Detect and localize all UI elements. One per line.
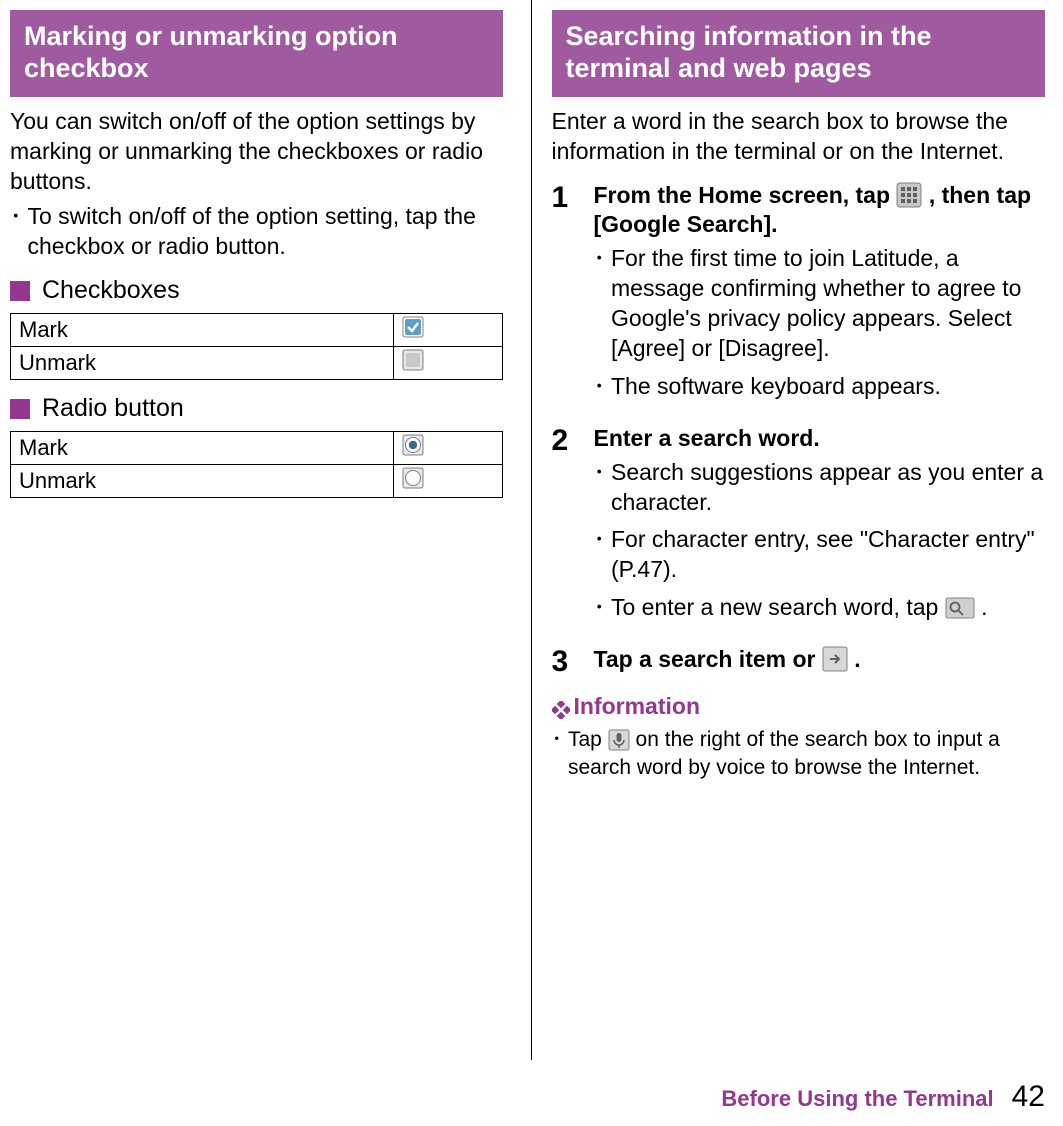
radio-table: Mark Unmark bbox=[10, 431, 503, 498]
step-2-bullet-3a: To enter a new search word, tap bbox=[611, 594, 945, 620]
cell-icon bbox=[394, 347, 502, 380]
microphone-icon bbox=[608, 729, 630, 751]
sub-heading-radio: Radio button bbox=[10, 394, 503, 423]
step-1-title: From the Home screen, tap , then tap [Go… bbox=[594, 181, 1046, 241]
cell-icon bbox=[394, 465, 502, 498]
left-intro: You can switch on/off of the option sett… bbox=[10, 107, 503, 197]
bullet-dot-icon: ･ bbox=[594, 593, 606, 623]
bullet-dot-icon: ･ bbox=[594, 525, 606, 585]
bullet-dot-icon: ･ bbox=[594, 244, 606, 364]
left-heading: Marking or unmarking option checkbox bbox=[10, 10, 503, 97]
bullet-item: ･ To enter a new search word, tap . bbox=[594, 593, 1046, 623]
step-2-bullet-2: For character entry, see "Character entr… bbox=[611, 525, 1045, 585]
left-column: Marking or unmarking option checkbox You… bbox=[0, 0, 532, 1060]
step-1: 1 From the Home screen, tap , then tap [… bbox=[552, 181, 1046, 410]
bullet-item: ･ Search suggestions appear as you enter… bbox=[594, 458, 1046, 518]
page-columns: Marking or unmarking option checkbox You… bbox=[0, 0, 1063, 1060]
bullet-item: ･ Tap on the right of the search box to … bbox=[552, 726, 1046, 783]
step-1-title-part-a: From the Home screen, tap bbox=[594, 182, 897, 208]
checkbox-unchecked-icon bbox=[402, 349, 424, 371]
bullet-dot-icon: ･ bbox=[594, 372, 606, 402]
radio-unchecked-icon bbox=[402, 467, 424, 489]
footer-page-number: 42 bbox=[1012, 1080, 1045, 1114]
search-box-icon bbox=[945, 597, 975, 619]
radio-checked-icon bbox=[402, 434, 424, 456]
step-2-bullets: ･ Search suggestions appear as you enter… bbox=[594, 458, 1046, 623]
step-2-title: Enter a search word. bbox=[594, 424, 1046, 454]
step-body: Enter a search word. ･ Search suggestion… bbox=[594, 424, 1046, 631]
checkbox-table: Mark Unmark bbox=[10, 313, 503, 380]
cell-icon bbox=[394, 314, 502, 347]
square-bullet-icon bbox=[10, 399, 30, 419]
page-footer: Before Using the Terminal 42 bbox=[721, 1080, 1045, 1114]
bullet-dot-icon: ･ bbox=[594, 458, 606, 518]
step-2-bullet-3b: . bbox=[981, 594, 987, 620]
information-heading: Information bbox=[552, 693, 1046, 720]
info-bullet-1b: on the right of the search box to input … bbox=[568, 728, 1000, 779]
sub-heading-radio-label: Radio button bbox=[42, 394, 184, 423]
step-number: 3 bbox=[552, 645, 594, 679]
cell-label: Unmark bbox=[11, 465, 394, 498]
cell-label: Unmark bbox=[11, 347, 394, 380]
right-heading: Searching information in the terminal an… bbox=[552, 10, 1046, 97]
bullet-item: ･ For the first time to join Latitude, a… bbox=[594, 244, 1046, 364]
table-row: Mark bbox=[11, 432, 503, 465]
step-body: Tap a search item or . bbox=[594, 645, 1046, 679]
step-3-title-b: . bbox=[854, 646, 860, 672]
step-3-title-a: Tap a search item or bbox=[594, 646, 822, 672]
step-body: From the Home screen, tap , then tap [Go… bbox=[594, 181, 1046, 410]
cell-icon bbox=[394, 432, 502, 465]
table-row: Unmark bbox=[11, 465, 503, 498]
cell-label: Mark bbox=[11, 432, 394, 465]
right-intro: Enter a word in the search box to browse… bbox=[552, 107, 1046, 167]
step-1-bullet-1: For the first time to join Latitude, a m… bbox=[611, 244, 1045, 364]
step-3: 3 Tap a search item or . bbox=[552, 645, 1046, 679]
square-bullet-icon bbox=[10, 281, 30, 301]
step-2-bullet-1: Search suggestions appear as you enter a… bbox=[611, 458, 1045, 518]
step-1-bullet-2: The software keyboard appears. bbox=[611, 372, 941, 402]
left-bullet-1: ･ To switch on/off of the option setting… bbox=[10, 202, 503, 262]
step-2-bullet-3: To enter a new search word, tap . bbox=[611, 593, 987, 623]
bullet-dot-icon: ･ bbox=[552, 726, 563, 783]
step-2: 2 Enter a search word. ･ Search suggesti… bbox=[552, 424, 1046, 631]
sub-heading-checkboxes: Checkboxes bbox=[10, 276, 503, 305]
bullet-item: ･ The software keyboard appears. bbox=[594, 372, 1046, 402]
checkbox-checked-icon bbox=[402, 316, 424, 338]
information-bullets: ･ Tap on the right of the search box to … bbox=[552, 726, 1046, 783]
info-bullet-1a: Tap bbox=[568, 728, 608, 751]
info-bullet-1: Tap on the right of the search box to in… bbox=[568, 726, 1045, 783]
sub-heading-checkboxes-label: Checkboxes bbox=[42, 276, 180, 305]
step-3-title: Tap a search item or . bbox=[594, 645, 1046, 675]
step-1-bullets: ･ For the first time to join Latitude, a… bbox=[594, 244, 1046, 401]
bullet-item: ･ For character entry, see "Character en… bbox=[594, 525, 1046, 585]
footer-section: Before Using the Terminal bbox=[721, 1086, 993, 1112]
table-row: Mark bbox=[11, 314, 503, 347]
step-number: 1 bbox=[552, 181, 594, 410]
bullet-dot-icon: ･ bbox=[10, 202, 22, 262]
step-number: 2 bbox=[552, 424, 594, 631]
information-label: Information bbox=[574, 693, 701, 720]
right-column: Searching information in the terminal an… bbox=[532, 0, 1063, 1060]
left-bullet-1-text: To switch on/off of the option setting, … bbox=[28, 202, 503, 262]
cell-label: Mark bbox=[11, 314, 394, 347]
arrow-right-icon bbox=[822, 646, 848, 672]
diamond-icon bbox=[552, 698, 570, 716]
table-row: Unmark bbox=[11, 347, 503, 380]
apps-grid-icon bbox=[896, 182, 922, 208]
